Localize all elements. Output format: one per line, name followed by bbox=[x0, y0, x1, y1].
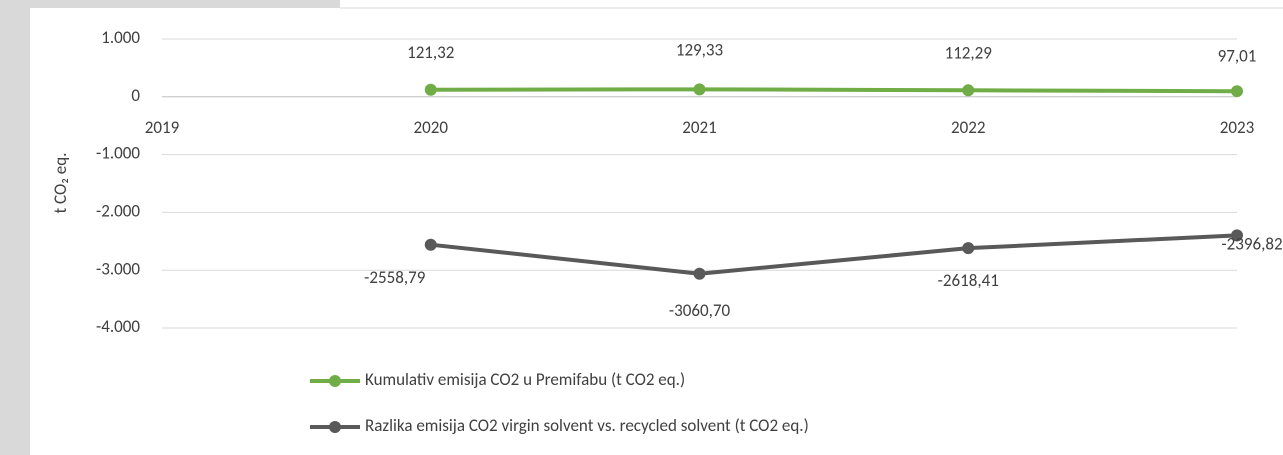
data-label: 121,32 bbox=[407, 42, 454, 63]
x-tick-label: 2020 bbox=[414, 117, 449, 138]
y-tick-label: 1.000 bbox=[101, 27, 140, 48]
data-label: 97,01 bbox=[1218, 45, 1257, 66]
data-label: 129,33 bbox=[676, 39, 723, 60]
x-tick-label: 2021 bbox=[682, 117, 716, 138]
y-tick-label: -1.000 bbox=[96, 143, 140, 164]
series-line bbox=[430, 233, 1238, 276]
x-tick-label: 2019 bbox=[145, 117, 180, 138]
y-axis-label: t CO₂ eq. bbox=[50, 153, 71, 214]
data-point bbox=[962, 84, 975, 97]
y-tick-label: 0 bbox=[131, 85, 140, 106]
y-tick-label: -2.000 bbox=[96, 200, 140, 221]
data-label: 112,29 bbox=[945, 42, 993, 63]
series-line bbox=[430, 87, 1238, 94]
data-point bbox=[424, 238, 437, 251]
data-label: -2396,82 bbox=[1221, 233, 1282, 254]
data-point bbox=[424, 83, 437, 96]
data-label: -2558,79 bbox=[364, 267, 426, 288]
legend-marker bbox=[329, 375, 341, 387]
data-point bbox=[693, 83, 706, 96]
x-tick-label: 2023 bbox=[1220, 117, 1254, 138]
data-label: -3060,70 bbox=[669, 300, 731, 321]
y-tick-label: -4.000 bbox=[96, 316, 140, 337]
data-point bbox=[1231, 85, 1243, 98]
legend-marker bbox=[329, 421, 341, 433]
side-strip bbox=[0, 0, 30, 455]
data-point bbox=[962, 242, 975, 255]
y-tick-label: -3.000 bbox=[96, 258, 140, 279]
data-point bbox=[693, 267, 706, 280]
data-point bbox=[1231, 229, 1243, 242]
data-label: -2618,41 bbox=[938, 270, 999, 291]
legend-label: Razlika emisija CO2 virgin solvent vs. r… bbox=[365, 415, 809, 436]
legend-label: Kumulativ emisija CO2 u Premifabu (t CO2… bbox=[365, 369, 685, 390]
x-tick-label: 2022 bbox=[951, 117, 985, 138]
top-strip bbox=[0, 0, 340, 8]
